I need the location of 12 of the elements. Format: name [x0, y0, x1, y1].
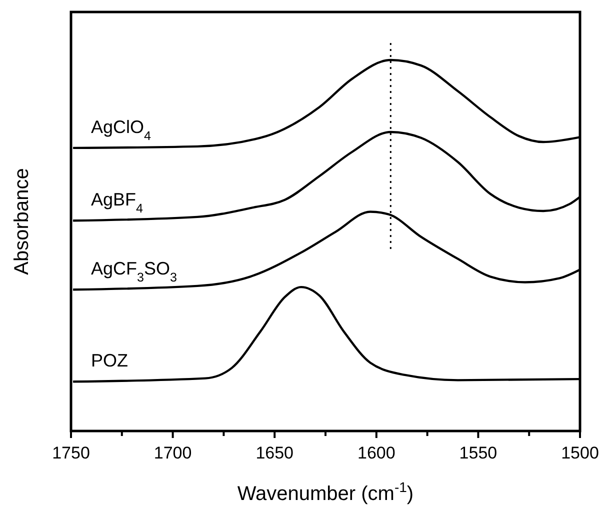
series-label: AgBF$_{4}$ [91, 190, 144, 216]
series-label: POZ [91, 350, 128, 371]
x-tick-label: 1700 [154, 444, 192, 463]
y-axis-title: Absorbance [11, 168, 33, 275]
series-label: AgClO$_{4}$ [91, 116, 152, 143]
x-tick-label: 1750 [52, 444, 90, 463]
x-tick-label: 1500 [561, 444, 599, 463]
series-label: AgCF$_{3}$SO$_{3}$ [91, 258, 178, 285]
x-tick-label: 1600 [357, 444, 396, 463]
x-tick-label: 1550 [459, 444, 498, 463]
x-tick-label: 1650 [256, 444, 294, 463]
x-axis-title: Wavenumber (cm$^{-1}$) [237, 479, 414, 505]
